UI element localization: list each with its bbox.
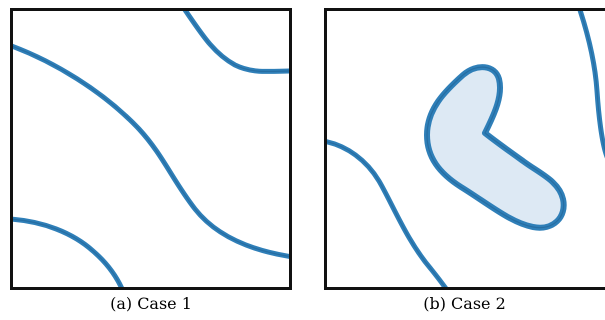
case-1-curve-bottom-left-texture xyxy=(13,218,122,287)
case-1-curve-diagonal xyxy=(13,43,289,259)
caption-case-2: (b) Case 2 xyxy=(423,294,506,313)
case-2-curve-right-texture xyxy=(579,11,605,153)
panel-case-1 xyxy=(10,8,292,290)
case-2-shaded-region xyxy=(424,64,567,231)
case-2-curve-right xyxy=(577,11,605,159)
case-1-curve-top-right xyxy=(182,11,289,74)
case-2-curve-left xyxy=(327,139,448,287)
case-1-curve-top-right-texture xyxy=(185,11,289,73)
case-1-curve-bottom-left xyxy=(13,216,124,287)
case-2-curve-left-texture xyxy=(327,141,446,287)
case-1-curve-diagonal-texture xyxy=(13,45,289,257)
case-2-shaded-region-texture xyxy=(426,66,565,229)
caption-case-1: (a) Case 1 xyxy=(110,294,192,313)
case-1-diagram xyxy=(13,11,289,287)
case-2-diagram xyxy=(327,11,605,287)
panel-case-2 xyxy=(324,8,605,290)
